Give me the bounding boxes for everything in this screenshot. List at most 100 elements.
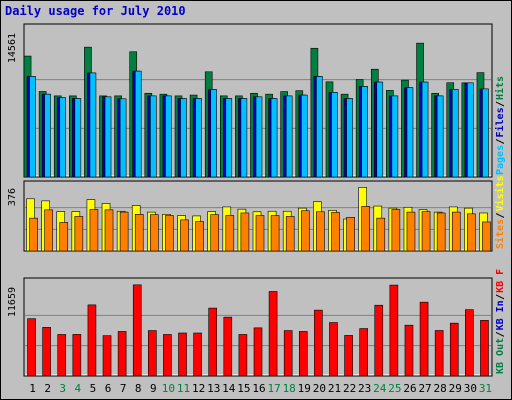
bar-kb-f-day-8 xyxy=(132,284,142,377)
day-label-29: 29 xyxy=(449,382,462,395)
bar-pages-day-19 xyxy=(300,94,308,178)
bar-pages-day-26 xyxy=(406,87,414,178)
bar-kb-f-day-6 xyxy=(102,335,112,377)
legend-kb-out: KB Out xyxy=(495,338,506,374)
bar-pages-day-24 xyxy=(376,81,384,178)
bar-kb-f-day-3 xyxy=(57,334,67,377)
day-label-10: 10 xyxy=(162,382,175,395)
bar-pages-day-17 xyxy=(270,98,278,178)
bar-pages-day-1 xyxy=(29,76,36,178)
bar-sites-day-29 xyxy=(451,211,461,252)
legend-separator: / xyxy=(495,331,506,337)
day-label-24: 24 xyxy=(373,382,387,395)
day-label-13: 13 xyxy=(207,382,220,395)
day-label-12: 12 xyxy=(192,382,205,395)
day-label-18: 18 xyxy=(283,382,296,395)
bar-kb-f-day-1 xyxy=(27,318,36,377)
bar-pages-day-8 xyxy=(134,70,142,178)
bar-sites-day-4 xyxy=(74,216,84,252)
day-label-31: 31 xyxy=(479,382,492,395)
bar-kb-f-day-30 xyxy=(465,309,474,377)
max-value-label: 14561 xyxy=(7,33,18,63)
bar-kb-f-day-14 xyxy=(223,316,233,377)
bar-pages-day-30 xyxy=(467,82,474,178)
bar-pages-day-12 xyxy=(195,98,202,178)
bar-sites-day-8 xyxy=(134,214,144,252)
day-label-9: 9 xyxy=(150,382,157,395)
bar-pages-day-27 xyxy=(421,81,429,178)
legend-pages: Pages xyxy=(495,145,506,175)
legend-kb-in: KB In xyxy=(495,300,506,330)
bar-kb-f-day-28 xyxy=(434,330,444,377)
day-label-27: 27 xyxy=(418,382,431,395)
bar-pages-day-3 xyxy=(59,97,67,178)
bar-pages-day-2 xyxy=(44,93,51,178)
legend-kb-f: KB F xyxy=(495,269,506,293)
bar-sites-day-24 xyxy=(376,217,386,252)
bar-sites-day-19 xyxy=(300,210,310,252)
day-label-17: 17 xyxy=(267,382,280,395)
bar-sites-day-30 xyxy=(467,213,476,252)
day-label-21: 21 xyxy=(328,382,341,395)
day-label-7: 7 xyxy=(120,382,127,395)
bar-kb-f-day-5 xyxy=(87,304,97,377)
bar-sites-day-15 xyxy=(240,212,250,252)
bar-sites-day-28 xyxy=(436,212,446,252)
bar-pages-day-18 xyxy=(285,95,293,178)
legend-visits: Visits xyxy=(494,175,506,211)
bar-pages-day-15 xyxy=(240,98,248,178)
bar-kb-f-day-16 xyxy=(253,327,263,377)
x-axis-labels: 1 2 3 4 5 6 7 8 9 10 11 12 13 14 15 16 17 18 19 20 21 22 23 24 2… xyxy=(29,382,492,395)
bar-pages-day-29 xyxy=(451,89,459,178)
bar-pages-day-21 xyxy=(331,92,338,178)
day-label-8: 8 xyxy=(135,382,142,395)
bar-sites-day-23 xyxy=(361,206,370,252)
bar-pages-day-28 xyxy=(436,95,444,178)
bar-pages-day-4 xyxy=(74,98,82,178)
bar-sites-day-20 xyxy=(316,211,325,252)
legend-separator: / xyxy=(495,212,506,218)
bar-pages-day-22 xyxy=(346,98,353,178)
bar-kb-f-day-13 xyxy=(208,307,218,377)
bar-sites-day-14 xyxy=(225,215,235,252)
bar-pages-day-31 xyxy=(482,88,489,178)
bar-sites-day-2 xyxy=(44,209,53,252)
bar-sites-day-17 xyxy=(270,215,280,252)
bar-pages-day-23 xyxy=(361,86,368,178)
bar-kb-f-day-9 xyxy=(148,330,157,377)
legend-separator: / xyxy=(495,101,506,107)
bar-sites-day-10 xyxy=(165,215,174,252)
bar-pages-day-20 xyxy=(316,76,323,178)
day-label-5: 5 xyxy=(90,382,97,395)
bar-sites-day-7 xyxy=(119,211,129,252)
bar-pages-day-7 xyxy=(119,98,127,178)
bar-pages-day-6 xyxy=(104,96,112,178)
day-label-30: 30 xyxy=(464,382,477,395)
bar-sites-day-12 xyxy=(195,221,204,252)
bar-sites-day-31 xyxy=(482,221,491,252)
max-value-label: 376 xyxy=(7,188,18,206)
day-label-25: 25 xyxy=(388,382,401,395)
bar-sites-day-22 xyxy=(346,216,355,252)
day-label-3: 3 xyxy=(59,382,66,395)
day-label-22: 22 xyxy=(343,382,356,395)
bar-sites-day-13 xyxy=(210,214,220,252)
panel-visits-sites: 376 Sites/Visits xyxy=(7,175,506,252)
legend-sites: Sites xyxy=(494,219,506,249)
day-label-28: 28 xyxy=(434,382,447,395)
bar-kb-f-day-26 xyxy=(404,324,414,377)
bar-sites-day-1 xyxy=(29,217,38,252)
bar-kb-f-day-12 xyxy=(193,332,202,377)
day-label-16: 16 xyxy=(252,382,265,395)
bar-kb-f-day-20 xyxy=(314,309,323,377)
day-label-11: 11 xyxy=(177,382,190,395)
bar-pages-day-14 xyxy=(225,98,233,178)
legend: KB Out/KB In/KB F xyxy=(495,269,506,374)
bar-kb-f-day-17 xyxy=(268,291,278,377)
legend-files: Files xyxy=(494,107,506,137)
legend-hits: Hits xyxy=(494,76,506,100)
bar-sites-day-9 xyxy=(150,214,159,252)
bar-kb-f-day-31 xyxy=(480,320,489,377)
bar-kb-f-day-27 xyxy=(419,301,429,377)
